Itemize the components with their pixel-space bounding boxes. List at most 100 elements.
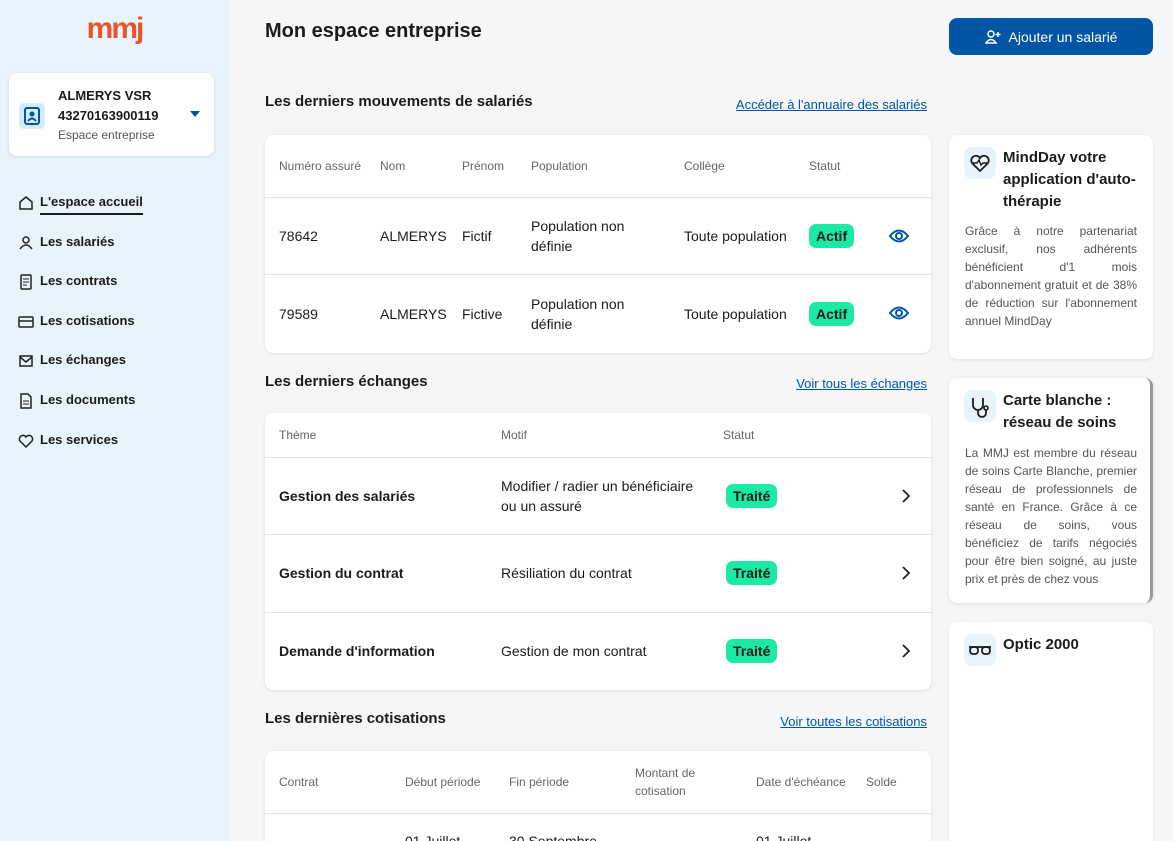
account-selector[interactable]: ALMERYS VSR 43270163900119 Espace entrep… <box>9 73 214 156</box>
column-header: Population <box>531 159 588 173</box>
service-card[interactable]: Carte blanche : réseau de soins La MMJ e… <box>949 378 1153 603</box>
button-label: Ajouter un salarié <box>1008 28 1118 45</box>
add-employee-button[interactable]: Ajouter un salarié <box>949 18 1153 55</box>
cell: Actif <box>809 198 919 274</box>
cell: Modifier / radier un bénéficiaire ou un … <box>501 478 694 515</box>
cell: Traité <box>726 458 926 534</box>
column-header: Statut <box>809 159 841 173</box>
table-header: Contrat Début période Fin période Montant d… <box>265 751 931 814</box>
cell: 01 Juillet <box>756 833 812 841</box>
cell: Résiliation du contrat <box>501 565 632 582</box>
table-row[interactable]: Demande d'information Gestion de mon cont… <box>265 613 931 690</box>
sidebar: mmj ALMERYS VSR 43270163900119 Espace en… <box>0 0 229 841</box>
contributions-table: Contrat Début période Fin période Montant d… <box>265 751 931 841</box>
stethoscope-icon <box>964 390 996 422</box>
service-text: La MMJ est membre du réseau de soins Car… <box>965 446 1137 586</box>
nav-icon <box>20 274 32 290</box>
nav-icon <box>20 393 32 409</box>
table-row[interactable]: Gestion du contrat Résiliation du contrat… <box>265 535 931 613</box>
cell: Fictive <box>462 305 503 322</box>
column-header: Montant de cotisation <box>635 766 696 798</box>
status-badge: Actif <box>809 224 855 248</box>
section-title: Les derniers échanges <box>265 373 428 390</box>
cell: 78642 <box>279 228 318 244</box>
column-header: Statut <box>723 428 755 442</box>
chevron[interactable] <box>901 643 911 658</box>
nav-item[interactable]: Les services <box>40 432 119 447</box>
chevron[interactable] <box>901 489 911 503</box>
cell: Population non définie <box>531 295 625 332</box>
table-header: Numéro assuré Nom Prénom Population Collège S… <box>265 135 931 198</box>
heart-icon <box>964 147 996 179</box>
cell: Traité <box>726 535 926 611</box>
status-badge: Traité <box>726 561 778 586</box>
nav-item[interactable]: Les échanges <box>40 352 126 367</box>
column-header: Contrat <box>279 775 319 789</box>
account-name: ALMERYS VSR <box>58 88 152 103</box>
section-link[interactable]: Accéder à l'annuaire des salariés <box>735 97 927 112</box>
nav-item[interactable]: Les documents <box>40 392 136 407</box>
service-text: Grâce à notre partenariat exclusif, nos … <box>965 224 1137 328</box>
cell: 30 Septembre <box>509 833 597 841</box>
nav-item[interactable]: Les contrats <box>40 273 118 288</box>
account-icon <box>19 103 45 129</box>
column-header: Collège <box>684 159 725 173</box>
status-badge: Traité <box>726 484 778 509</box>
chevron[interactable] <box>901 566 911 580</box>
column-header: Thème <box>279 428 317 442</box>
cell: Population non définie <box>531 218 625 254</box>
nav-item[interactable]: L'espace accueil <box>40 194 143 215</box>
nav-icon <box>19 196 33 210</box>
view-icon[interactable] <box>889 305 909 321</box>
add-user-icon <box>984 29 1001 44</box>
column-header: Date d'échéance <box>756 775 846 789</box>
cell: Fictif <box>462 228 492 244</box>
logo[interactable]: mmj <box>86 12 145 45</box>
caret <box>190 111 200 117</box>
column-header: Nom <box>380 159 406 173</box>
service-card[interactable]: MindDay votre application d'auto-thérapi… <box>949 135 1153 359</box>
column-header: Numéro assuré <box>279 159 362 173</box>
cell: Toute population <box>684 305 787 322</box>
cell: ALMERYS <box>380 305 447 322</box>
table-row[interactable]: 79589 ALMERYS Fictive Population non défini… <box>265 275 931 352</box>
section-title: Les derniers mouvements de salariés <box>265 93 533 110</box>
glasses-icon <box>964 634 996 666</box>
nav-item[interactable]: Les cotisations <box>40 313 135 328</box>
cell: Demande d'information <box>279 643 435 660</box>
column-header: Prénom <box>462 159 505 173</box>
section-link[interactable]: Voir toutes les cotisations <box>780 714 927 729</box>
nav-icon <box>18 434 34 449</box>
section-link[interactable]: Voir tous les échanges <box>796 376 927 391</box>
nav-icon <box>19 236 33 250</box>
column-header: Solde <box>866 775 897 789</box>
cell: Actif <box>809 275 919 352</box>
cell: Gestion du contrat <box>279 565 404 582</box>
nav-item[interactable]: Les salariés <box>40 234 115 249</box>
nav-icon <box>18 316 34 328</box>
column-header: Fin période <box>509 775 570 789</box>
service-title: Carte blanche : réseau de soins <box>1003 392 1117 431</box>
table-header: Thème Motif Statut <box>265 413 931 458</box>
cell: 01 Juillet <box>405 833 461 841</box>
table-row[interactable]: Gestion des salariés Modifier / radier un… <box>265 458 931 536</box>
movements-table: Numéro assuré Nom Prénom Population Collège S… <box>265 135 931 353</box>
view-icon[interactable] <box>889 228 909 244</box>
cell: 79589 <box>279 305 318 322</box>
column-header: Motif <box>501 428 528 442</box>
table-row[interactable]: 78642 ALMERYS Fictif Population non définie… <box>265 198 931 275</box>
page-title: Mon espace entreprise <box>265 20 482 42</box>
exchanges-table: Thème Motif Statut Gestion des salariés Modi… <box>265 413 931 690</box>
account-id: 43270163900119 <box>58 108 159 123</box>
status-badge: Actif <box>809 301 855 326</box>
column-header: Début période <box>405 775 481 789</box>
section-title: Les dernières cotisations <box>265 710 446 727</box>
service-title: Optic 2000 <box>1003 636 1079 653</box>
service-title: MindDay votre application d'auto-thérapi… <box>1003 149 1136 210</box>
account-space: Espace entreprise <box>58 128 155 142</box>
status-badge: Traité <box>726 639 778 664</box>
service-card[interactable]: Optic 2000 <box>949 622 1153 841</box>
cell: Traité <box>726 613 926 690</box>
nav-icon <box>19 355 33 367</box>
